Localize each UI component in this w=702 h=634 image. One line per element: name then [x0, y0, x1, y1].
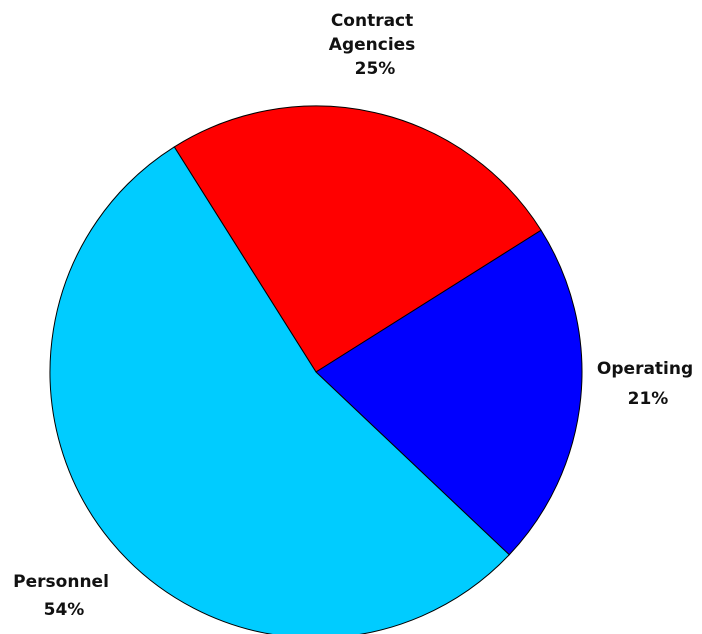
- pie-slice-contract-agencies: [173, 105, 542, 373]
- slice-label-contract-agencies: Contract Agencies 25%: [329, 11, 421, 79]
- pie-slice-operating: [315, 229, 583, 556]
- pie-labels: Contract Agencies 25% Operating 21% Pers…: [13, 11, 699, 620]
- slice-label-operating: Operating 21%: [597, 359, 699, 409]
- slice-percent-operating: 21%: [628, 389, 669, 409]
- slice-label-contract-agencies-line1: Contract: [331, 11, 413, 31]
- slice-label-personnel: Personnel 54%: [13, 572, 115, 620]
- slice-name-operating: Operating: [597, 359, 693, 379]
- slice-name-personnel: Personnel: [13, 572, 109, 592]
- slice-percent-personnel: 54%: [44, 600, 85, 620]
- slice-label-contract-agencies-line2: Agencies: [329, 35, 416, 55]
- pie-slices: [49, 105, 583, 634]
- slice-percent-contract-agencies: 25%: [355, 59, 396, 79]
- pie-slice-personnel: [49, 146, 510, 634]
